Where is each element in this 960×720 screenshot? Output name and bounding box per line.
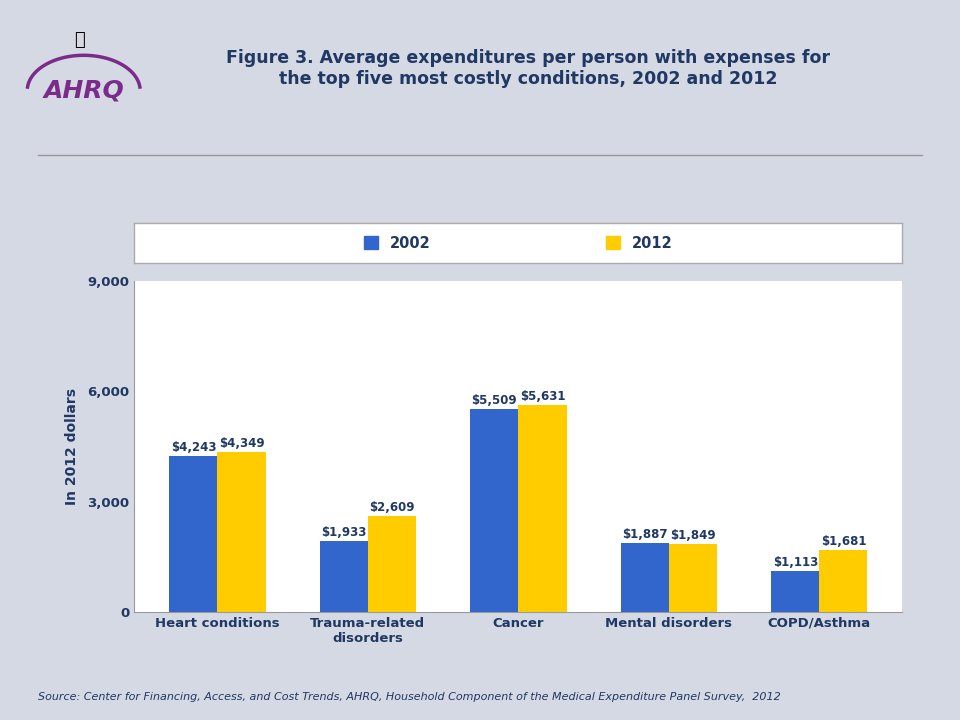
Text: $1,933: $1,933 bbox=[322, 526, 367, 539]
Legend: 2002, 2012: 2002, 2012 bbox=[358, 230, 679, 256]
Bar bbox=[669, 544, 717, 612]
Bar bbox=[320, 541, 368, 612]
Text: $1,113: $1,113 bbox=[773, 556, 818, 569]
Bar bbox=[218, 452, 266, 612]
Text: $4,243: $4,243 bbox=[171, 441, 216, 454]
Text: 🦅: 🦅 bbox=[74, 31, 85, 49]
Text: AHRQ: AHRQ bbox=[43, 78, 124, 102]
Text: $2,609: $2,609 bbox=[370, 501, 415, 514]
Bar bbox=[470, 409, 518, 612]
Text: $5,509: $5,509 bbox=[471, 395, 517, 408]
Bar bbox=[169, 456, 218, 612]
Bar bbox=[819, 550, 868, 612]
Bar bbox=[368, 516, 416, 612]
Text: $1,849: $1,849 bbox=[670, 529, 716, 542]
Text: $1,681: $1,681 bbox=[821, 535, 866, 548]
Bar bbox=[621, 543, 669, 612]
Bar bbox=[771, 571, 819, 612]
Text: Figure 3. Average expenditures per person with expenses for
the top five most co: Figure 3. Average expenditures per perso… bbox=[226, 49, 830, 88]
Text: $5,631: $5,631 bbox=[519, 390, 565, 402]
Text: $1,887: $1,887 bbox=[622, 528, 667, 541]
Bar bbox=[518, 405, 566, 612]
Text: $4,349: $4,349 bbox=[219, 437, 264, 450]
Text: Source: Center for Financing, Access, and Cost Trends, AHRQ, Household Component: Source: Center for Financing, Access, an… bbox=[38, 692, 781, 702]
Y-axis label: In 2012 dollars: In 2012 dollars bbox=[65, 388, 79, 505]
